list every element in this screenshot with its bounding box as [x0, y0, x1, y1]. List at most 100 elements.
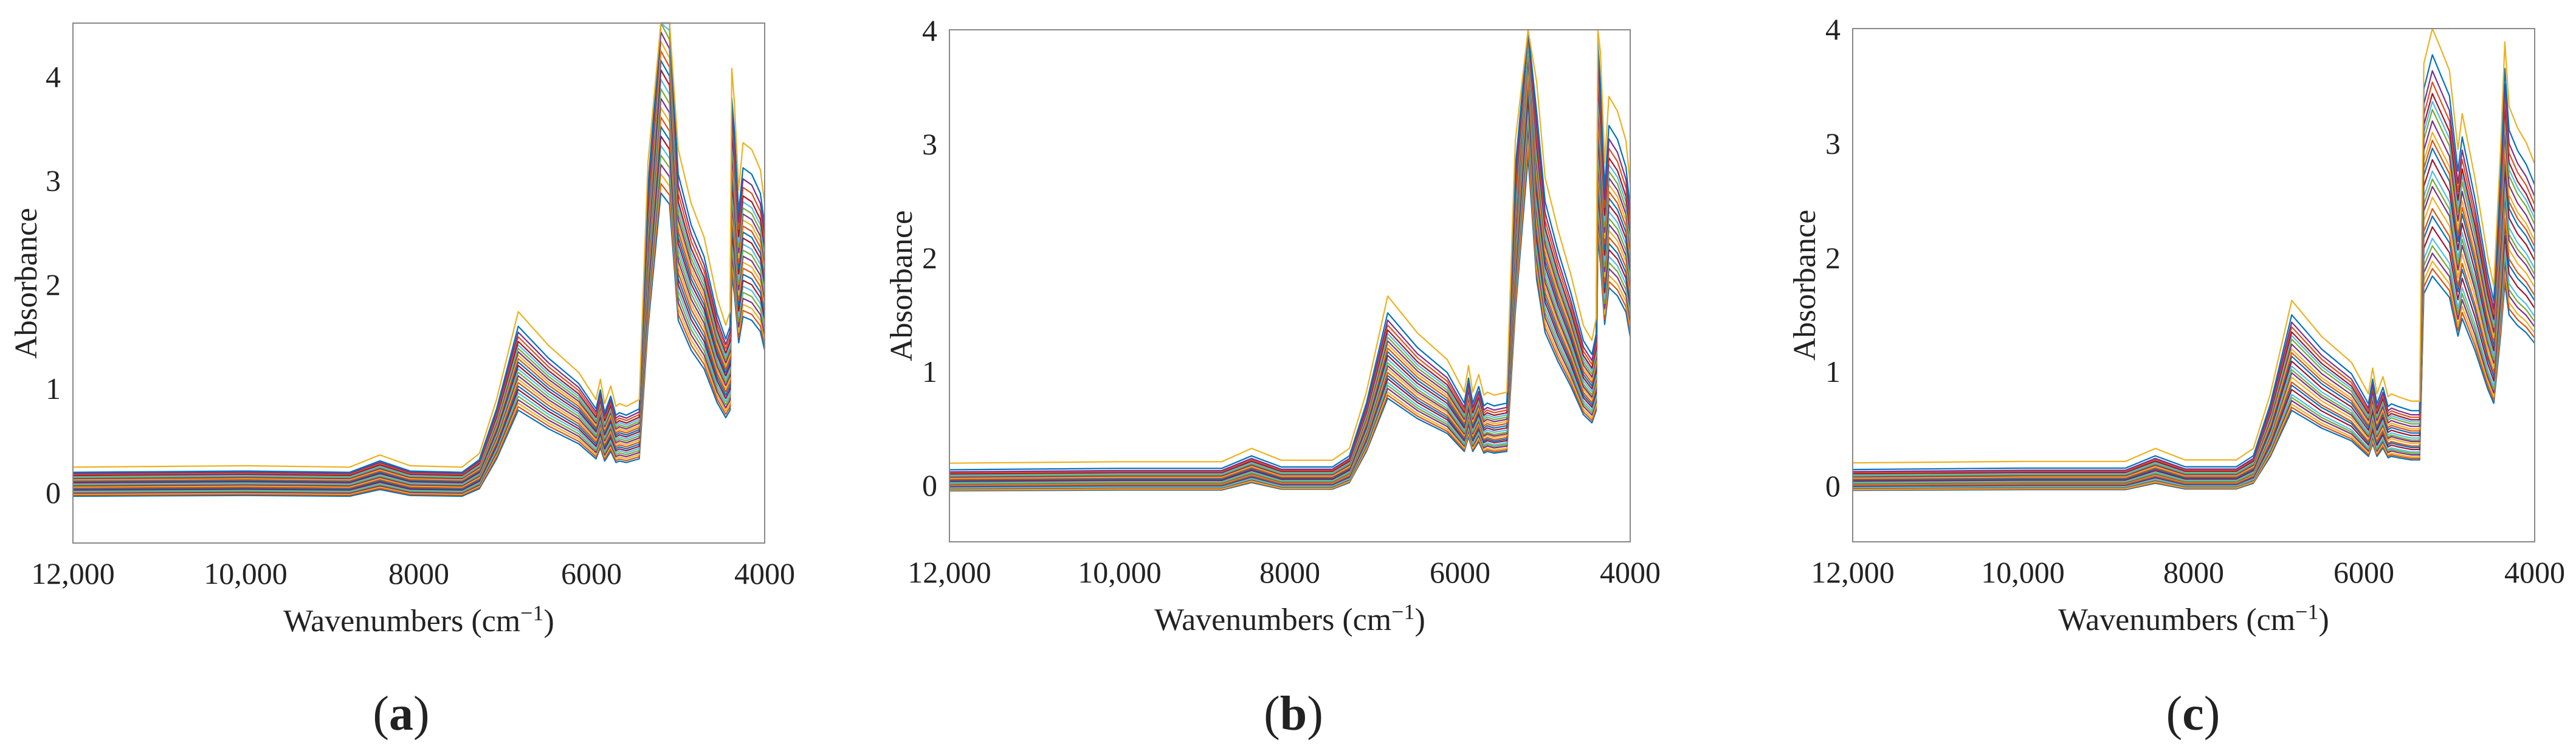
panel-c-label-open-paren: ( [2166, 687, 2183, 741]
panel-c-spectrum-line [1852, 260, 2535, 490]
panel-b-spectrum-line [949, 106, 1631, 489]
panel-c-series [1852, 27, 2536, 491]
panel-a-xtick-label: 12,000 [31, 556, 115, 590]
panel-b-spectrum-line [949, 136, 1631, 491]
panel-c-spectrum-line [1852, 275, 2535, 491]
panel-c: 0 1 2 3 4 12,000 10,000 8000 6000 4000 A… [1788, 12, 2565, 741]
panel-b-xtick-label: 10,000 [1078, 555, 1162, 589]
panel-c-spectrum-line [1852, 54, 2536, 471]
panel-a-spectrum-line [72, 22, 766, 473]
panel-a-xlabel-close: ) [543, 604, 554, 639]
panel-b-xlabel-close: ) [1414, 603, 1425, 637]
panel-b-ylabel: Absorbance [884, 210, 919, 361]
panel-a-xlabel-unit: (cm [471, 604, 520, 639]
panel-b-axes-box [949, 29, 1631, 542]
panel-a-spectrum-line [72, 107, 766, 488]
panel-a-spectrum-line [72, 60, 766, 483]
panel-a-spectrum-line [72, 78, 766, 485]
panel-b-spectrum-line [949, 29, 1631, 475]
panel-b-ytick-label: 2 [922, 241, 937, 275]
panel-c-label: (c) [2166, 687, 2220, 741]
panel-a-spectrum-line [72, 50, 766, 482]
panel-b-spectrum-line [949, 156, 1631, 492]
panel-a-ytick-label: 0 [46, 476, 61, 510]
panel-c-spectrum-line [1852, 185, 2535, 485]
panel-a-ytick-label: 4 [46, 60, 61, 94]
panel-c-ylabel: Absorbance [1788, 210, 1822, 361]
panel-b-ytick-label: 3 [922, 127, 937, 161]
panel-b-spectrum-line [949, 29, 1631, 464]
panel-a-spectrum-line [72, 22, 766, 476]
panel-b-xlabel-unit: (cm [1342, 603, 1391, 637]
panel-a-xtick-label: 10,000 [204, 556, 288, 590]
panel-a: 0 1 2 3 4 12,000 10,000 8000 6000 4000 A… [9, 22, 795, 741]
panel-a-label-open-paren: ( [373, 687, 389, 741]
panel-b-ytick-label: 0 [922, 468, 937, 502]
panel-c-spectrum-line [1852, 70, 2536, 472]
panel-b-xtick-label: 8000 [1259, 555, 1320, 589]
panel-c-spectrum-line [1852, 268, 2535, 491]
panel-a-series [72, 22, 766, 497]
panel-c-spectrum-line [1852, 109, 2535, 477]
panel-c-axes-box [1852, 28, 2535, 542]
panel-b-spectrum-line [949, 126, 1631, 490]
panel-c-label-close-paren: ) [2204, 687, 2220, 741]
panel-a-spectrum-line [72, 126, 766, 490]
panel-c-spectrum-line [1852, 92, 2536, 475]
panel-b-label-open-paren: ( [1264, 687, 1280, 741]
panel-a-spectrum-line [72, 22, 766, 474]
panel-c-spectrum-line [1852, 131, 2535, 479]
panel-c-xlabel-close: ) [2318, 603, 2329, 637]
panel-b-spectrum-line [949, 116, 1631, 489]
panel-a-spectrum-line [72, 145, 766, 492]
panel-b-ytick-label: 4 [922, 13, 937, 47]
panel-a-axes-box [72, 22, 765, 544]
panel-c-ytick-label: 2 [1825, 241, 1841, 275]
panel-a-xlabel: Wavenumbers (cm−1) [283, 601, 554, 639]
panel-b-xtick-label: 4000 [1600, 555, 1661, 589]
panel-b-label-close-paren: ) [1307, 687, 1323, 741]
panel-b-spectrum-line [949, 29, 1631, 473]
panel-c-xlabel-word: Wavenumbers [2058, 603, 2238, 637]
panel-b-xlabel-exponent: −1 [1391, 600, 1414, 624]
panel-a-spectrum-line [72, 69, 766, 483]
panel-a-spectrum-line [72, 192, 766, 497]
panel-c-spectrum-line [1852, 196, 2535, 485]
panel-a-spectrum-line [72, 116, 766, 489]
panel-b-spectrum-line [949, 146, 1631, 491]
panel-c-ytick-label: 3 [1825, 126, 1841, 161]
panel-c-xlabel-unit: (cm [2246, 603, 2295, 637]
panel-a-label-close-paren: ) [413, 687, 430, 741]
panel-a-ytick-label: 3 [46, 164, 61, 198]
panel-a-xtick-label: 4000 [734, 556, 795, 590]
panel-c-spectrum-line [1852, 27, 2536, 464]
panel-b-label: (b) [1264, 687, 1323, 741]
panel-a-ytick-label: 2 [46, 268, 61, 302]
panel-a-spectrum-line [72, 88, 766, 486]
panel-a-ytick-label: 1 [46, 372, 61, 406]
panel-c-spectrum-line [1852, 245, 2535, 489]
panel-c-label-letter: c [2182, 687, 2204, 741]
panel-c-xtick-label: 8000 [2163, 555, 2224, 589]
panel-a-spectrum-line [72, 97, 766, 487]
panel-c-spectrum-line [1852, 208, 2535, 486]
panel-b: 0 1 2 3 4 12,000 10,000 8000 6000 4000 A… [884, 13, 1661, 741]
panel-c-xlabel: Wavenumbers (cm−1) [2058, 600, 2329, 637]
panel-b-spectrum-line [949, 29, 1631, 471]
panel-a-xlabel-word: Wavenumbers [283, 604, 463, 639]
panel-b-spectrum-line [949, 29, 1631, 474]
panel-a-spectrum-line [72, 22, 766, 476]
panel-c-spectrum-line [1852, 226, 2535, 487]
panel-a-label: (a) [373, 687, 429, 741]
panel-c-spectrum-line [1852, 100, 2535, 476]
panel-b-ytick-label: 1 [922, 355, 937, 389]
panel-b-series [949, 29, 1631, 492]
panel-c-ytick-label: 1 [1825, 355, 1841, 389]
panel-a-spectrum-line [72, 182, 766, 496]
panel-a-spectrum-line [72, 22, 766, 468]
panel-c-xlabel-exponent: −1 [2295, 600, 2318, 624]
panel-a-spectrum-line [72, 135, 766, 491]
panel-c-xtick-label: 10,000 [1981, 555, 2065, 589]
panel-a-xtick-label: 6000 [561, 556, 622, 590]
